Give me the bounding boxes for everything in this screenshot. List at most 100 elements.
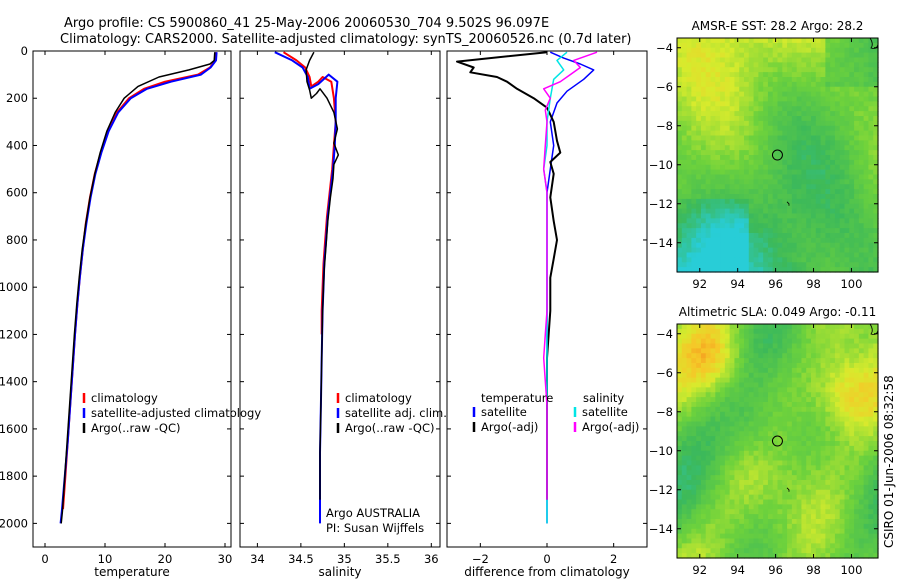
sst_map-grid-cell: [849, 135, 855, 141]
sst_map-grid-cell: [868, 150, 874, 156]
sst_map-grid-cell: [849, 233, 855, 239]
sst_map-grid-cell: [815, 174, 822, 180]
sla_map-grid-cell: [772, 528, 779, 535]
sst_map-grid-cell: [854, 169, 860, 176]
sla_map-grid-cell: [806, 533, 812, 540]
sla_map-grid-cell: [715, 431, 721, 437]
sst_map-grid-cell: [782, 257, 788, 263]
sla_map-grid-cell: [763, 338, 769, 345]
sla_map-grid-cell: [834, 382, 841, 388]
sla_map-grid-cell: [787, 421, 793, 427]
sst_map-grid-cell: [796, 150, 803, 156]
sst_map-grid-cell: [705, 233, 712, 239]
sst_map-grid-cell: [815, 155, 822, 161]
sla_map-grid-cell: [677, 406, 683, 413]
sla_map-grid-cell: [873, 519, 879, 525]
sla_map-grid-cell: [820, 431, 826, 437]
sst_map-grid-cell: [739, 116, 745, 122]
sst_map-grid-cell: [705, 67, 712, 73]
sla_map-grid-cell: [830, 538, 836, 544]
sst_map-grid-cell: [744, 223, 750, 229]
sst_map-grid-cell: [830, 159, 836, 166]
sst_map-grid-cell: [677, 223, 683, 229]
sla_map-grid-cell: [758, 465, 764, 471]
sst_map-grid-cell: [863, 116, 870, 122]
sla_map-grid-cell: [834, 367, 841, 374]
sla_map-grid-cell: [839, 431, 846, 437]
sla_map-grid-cell: [844, 523, 850, 530]
sla_map-grid-cell: [715, 377, 721, 384]
sst_map-grid-cell: [844, 262, 850, 268]
sla_map-grid-cell: [748, 480, 755, 486]
sst_map-grid-cell: [691, 101, 697, 107]
sla_map-grid-cell: [787, 445, 793, 452]
sst_map-grid-cell: [767, 198, 774, 205]
sla_map-grid-cell: [696, 450, 702, 457]
sla_map-grid-cell: [873, 445, 879, 452]
sst_map-grid-cell: [715, 189, 721, 195]
sst_map-grid-cell: [806, 77, 812, 83]
sst_map-grid-cell: [758, 125, 764, 132]
sst_map-grid-cell: [849, 62, 855, 68]
sst_map-grid-cell: [744, 111, 750, 117]
sla_map-grid-cell: [744, 397, 750, 403]
sla_map-grid-cell: [739, 494, 745, 501]
sla_map-grid-cell: [748, 406, 755, 413]
sla_map-grid-cell: [854, 514, 860, 520]
sst_map-grid-cell: [777, 38, 783, 44]
sst_map-grid-cell: [858, 184, 865, 190]
sla_map-grid-cell: [820, 406, 826, 413]
sla_map-grid-cell: [734, 367, 740, 374]
sst_map-grid-cell: [686, 218, 692, 224]
sla_map-grid-cell: [806, 548, 812, 554]
sla_map-grid-cell: [834, 475, 841, 481]
sst_map-grid-cell: [791, 120, 798, 127]
sla_map-grid-cell: [854, 504, 860, 510]
sst_map-grid-cell: [849, 111, 855, 117]
sla_map-grid-cell: [801, 406, 807, 413]
sst_map-grid-cell: [825, 247, 831, 254]
sst_map-grid-cell: [748, 242, 755, 249]
sla_map-grid-cell: [677, 514, 683, 520]
sst_map-grid-cell: [854, 194, 860, 200]
sla_map-grid-cell: [753, 436, 759, 442]
sla_map-grid-cell: [777, 533, 783, 540]
sla_map-grid-cell: [830, 343, 836, 349]
sst_map-grid-cell: [748, 155, 755, 161]
sla_map-grid-cell: [686, 494, 692, 501]
sst_map-grid-cell: [681, 189, 688, 195]
sla_map-grid-cell: [748, 387, 755, 393]
sla_map-grid-cell: [748, 416, 755, 423]
sst_map-grid-cell: [782, 116, 788, 122]
sst_map-grid-cell: [677, 237, 683, 244]
sst_map-grid-cell: [710, 223, 716, 229]
sst_map-grid-cell: [820, 38, 826, 44]
sst_map-grid-cell: [758, 237, 764, 244]
sla_map-grid-cell: [811, 363, 817, 369]
sla_map-grid-cell: [787, 455, 793, 462]
sst_map-grid-cell: [849, 247, 855, 254]
sla_map-grid-cell: [801, 523, 807, 530]
sst_map-grid-cell: [791, 145, 798, 151]
sst_map-grid-cell: [858, 218, 865, 224]
sst_map-grid-cell: [753, 116, 759, 122]
sst_map-grid-cell: [844, 125, 850, 132]
sla_map-grid-cell: [868, 338, 874, 345]
sla_map-grid-cell: [696, 421, 702, 427]
sla_map-grid-cell: [839, 460, 846, 466]
sla_map-grid-cell: [858, 533, 865, 540]
sla_map-grid-cell: [825, 553, 831, 559]
sla_map-grid-cell: [700, 484, 707, 491]
sla_map-grid-cell: [772, 489, 779, 496]
sst_map-grid-cell: [744, 150, 750, 156]
sla_map-grid-cell: [839, 353, 846, 359]
sla_map-grid-cell: [720, 480, 726, 486]
sla_map-grid-cell: [758, 338, 764, 345]
sst_map-grid-cell: [863, 159, 870, 166]
sla_map-grid-cell: [777, 548, 783, 554]
sst_map-grid-cell: [868, 130, 874, 137]
sla_map-grid-cell: [744, 348, 750, 354]
sla_map-grid-cell: [844, 533, 850, 540]
sla_map-grid-cell: [748, 353, 755, 359]
sla_map-grid-cell: [806, 514, 812, 520]
